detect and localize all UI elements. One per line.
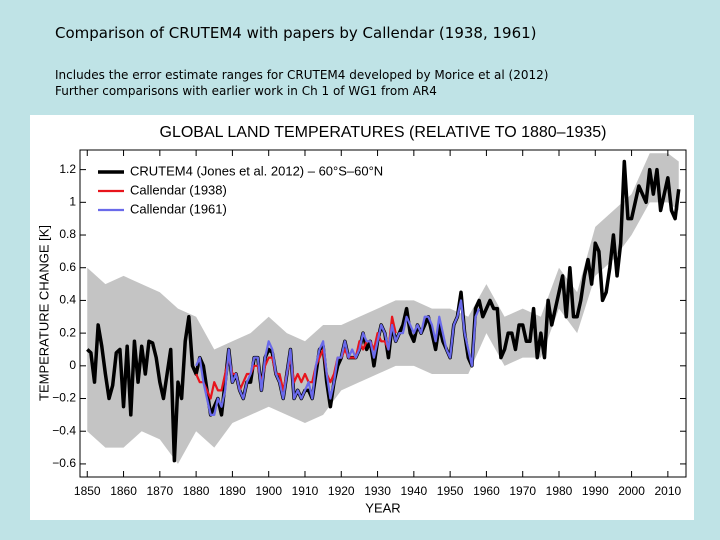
y-tick-label: 0.6 bbox=[59, 260, 76, 274]
x-tick-label: 2000 bbox=[618, 484, 645, 498]
x-tick-label: 1970 bbox=[509, 484, 536, 498]
legend-label: CRUTEM4 (Jones et al. 2012) – 60°S–60°N bbox=[130, 163, 383, 178]
x-tick-label: 1860 bbox=[110, 484, 137, 498]
x-tick-label: 1890 bbox=[219, 484, 246, 498]
x-tick-label: 1960 bbox=[473, 484, 500, 498]
plot-frame bbox=[79, 149, 687, 478]
x-tick-label: 1900 bbox=[255, 484, 282, 498]
legend-label: Callendar (1938) bbox=[130, 182, 227, 197]
y-tick-label: −0.4 bbox=[52, 423, 76, 437]
x-tick-label: 2010 bbox=[655, 484, 682, 498]
chart-title: GLOBAL LAND TEMPERATURES (RELATIVE TO 18… bbox=[160, 124, 607, 141]
uncertainty-band bbox=[87, 153, 679, 464]
legend-label: Callendar (1961) bbox=[130, 201, 227, 216]
x-tick-label: 1880 bbox=[183, 484, 210, 498]
y-tick-label: 1.2 bbox=[59, 162, 76, 176]
slide-note: Further comparisons with earlier work in… bbox=[55, 84, 437, 98]
y-tick-label: 1 bbox=[69, 194, 76, 208]
x-tick-label: 1930 bbox=[364, 484, 391, 498]
y-axis-label: TEMPERATURE CHANGE [K] bbox=[36, 225, 51, 401]
slide-note: Includes the error estimate ranges for C… bbox=[55, 68, 549, 82]
slide-title: Comparison of CRUTEM4 with papers by Cal… bbox=[55, 24, 537, 42]
x-tick-label: 1920 bbox=[328, 484, 355, 498]
x-tick-label: 1990 bbox=[582, 484, 609, 498]
x-tick-label: 1980 bbox=[546, 484, 573, 498]
y-tick-label: 0.4 bbox=[59, 293, 76, 307]
series-line bbox=[195, 299, 481, 416]
x-tick-label: 1950 bbox=[437, 484, 464, 498]
y-tick-label: −0.2 bbox=[52, 391, 76, 405]
y-tick-label: 0 bbox=[69, 358, 76, 372]
x-tick-label: 1910 bbox=[292, 484, 319, 498]
x-tick-label: 1850 bbox=[74, 484, 101, 498]
y-tick-label: −0.6 bbox=[52, 456, 76, 470]
x-tick-label: 1940 bbox=[400, 484, 427, 498]
y-tick-label: 0.8 bbox=[59, 227, 76, 241]
y-tick-label: 0.2 bbox=[59, 325, 76, 339]
x-axis-label: YEAR bbox=[365, 500, 400, 515]
x-tick-label: 1870 bbox=[146, 484, 173, 498]
